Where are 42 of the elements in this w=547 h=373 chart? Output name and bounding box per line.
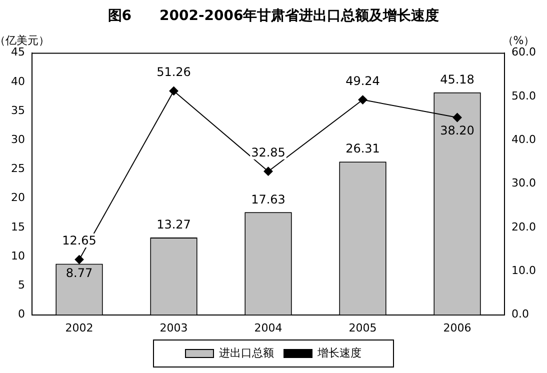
y-tick-label: 0 <box>18 308 25 321</box>
data-label: 32.85 <box>251 145 286 160</box>
chart-title: 图6 2002-2006年甘肃省进出口总额及增长速度 <box>108 7 440 24</box>
x-tick-label: 2002 <box>65 321 94 334</box>
y-tick-label: 45 <box>10 46 25 59</box>
point <box>169 86 178 96</box>
legend-label: 进出口总额 <box>219 346 274 360</box>
y-tick-label: 25 <box>10 162 25 176</box>
data-label: 12.65 <box>62 234 96 248</box>
y-axis-title: （亿美元） <box>0 34 50 48</box>
data-label: 13.27 <box>156 218 191 232</box>
y-tick-label: 5 <box>18 278 25 292</box>
data-label: 26.31 <box>346 142 380 156</box>
data-label: 38.20 <box>440 124 474 138</box>
y-tick-label: 35 <box>10 104 25 117</box>
data-label: 17.63 <box>251 192 286 206</box>
y-tick-label: 20 <box>10 191 25 204</box>
y2-tick-label: 40.0 <box>512 132 536 146</box>
x-tick-label: 2006 <box>443 321 472 334</box>
y2-tick-label: 20.0 <box>512 220 536 234</box>
data-label: 8.77 <box>66 266 93 280</box>
y-tick-label: 10 <box>10 249 25 262</box>
legend-label: 增长速度 <box>316 346 362 360</box>
data-label: 45.18 <box>440 72 474 87</box>
y-tick-label: 30 <box>10 132 25 146</box>
data-label: 51.26 <box>156 65 191 80</box>
x-tick-label: 2005 <box>348 321 377 334</box>
point <box>452 113 462 122</box>
point <box>358 95 368 104</box>
y2-tick-label: 10.0 <box>512 264 536 277</box>
y-tick-label: 15 <box>10 220 25 234</box>
y2-axis-title: （%） <box>502 34 535 48</box>
x-tick-label: 2003 <box>160 321 188 334</box>
point <box>74 255 84 264</box>
y2-tick-label: 0.0 <box>512 308 530 321</box>
y-tick-label: 40 <box>10 74 25 88</box>
y2-tick-label: 60.0 <box>512 46 536 59</box>
x-tick-label: 2004 <box>254 321 282 334</box>
y2-tick-label: 50.0 <box>512 89 536 102</box>
y2-tick-label: 30.0 <box>512 176 536 190</box>
data-label: 49.24 <box>346 74 380 88</box>
point <box>264 166 273 176</box>
